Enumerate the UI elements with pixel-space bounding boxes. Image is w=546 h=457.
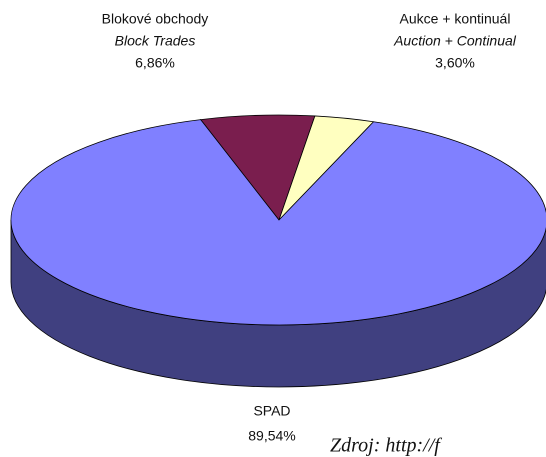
slice-label-en: Auction + Continual bbox=[393, 33, 517, 49]
slice bbox=[199, 114, 316, 221]
value-label: 89,54% bbox=[248, 428, 295, 444]
slice-label: Aukce + kontinuál bbox=[400, 11, 511, 27]
slice-label: Blokové obchody bbox=[102, 11, 209, 27]
slice-label-en: Block Trades bbox=[115, 33, 196, 49]
value-label: 6,86% bbox=[135, 55, 175, 71]
value-label: 3,60% bbox=[435, 55, 475, 71]
source-note: Zdroj: http://f bbox=[330, 435, 442, 457]
slice-label: SPAD bbox=[253, 403, 290, 419]
slice bbox=[10, 119, 546, 326]
pie-tops bbox=[10, 114, 546, 326]
